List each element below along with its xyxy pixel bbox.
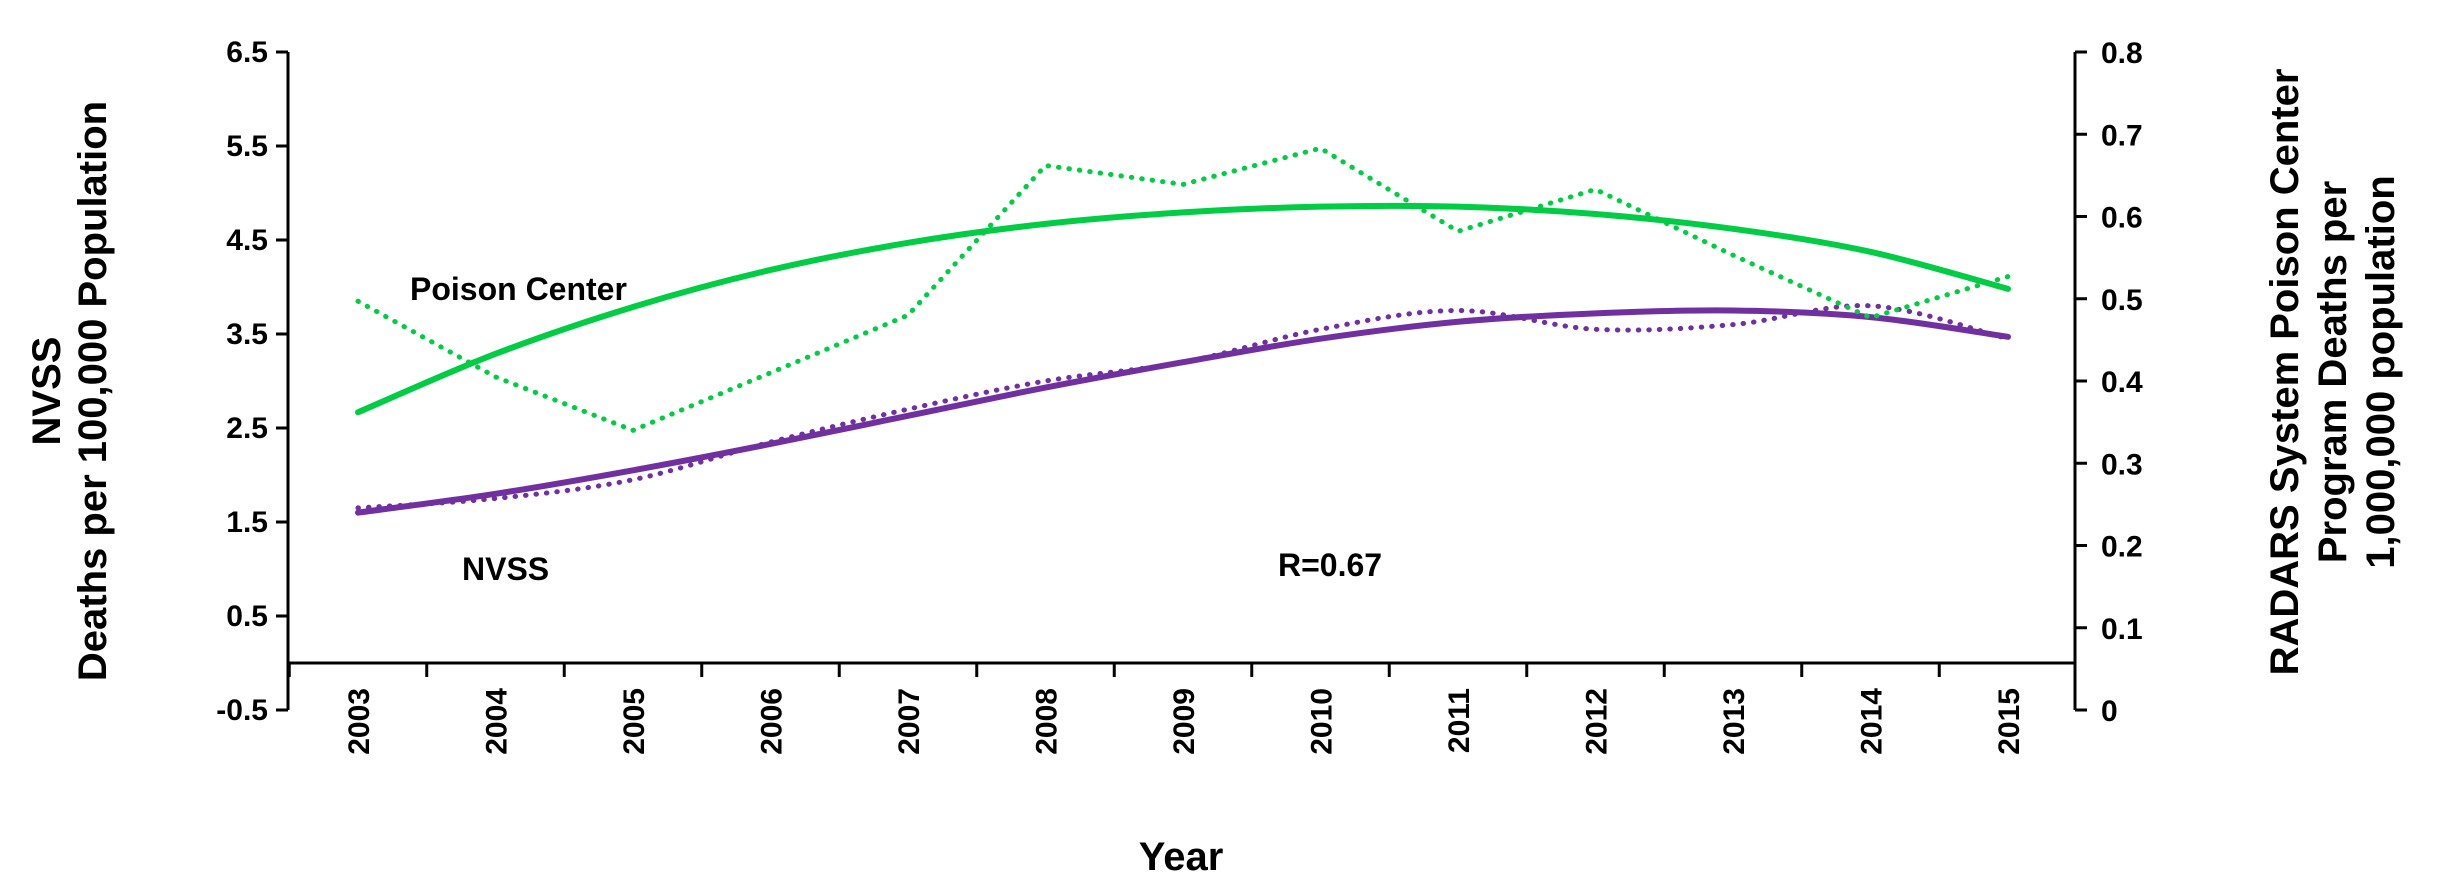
correlation-label: R=0.67 [1278,547,1382,583]
y-right-tick-label: 0.8 [2101,37,2143,70]
y-axis-right-ticks: 0.8 0.7 0.6 0.5 0.4 0.3 0.2 0.1 0 [2075,37,2143,728]
nvss-label: NVSS [462,551,549,587]
x-tick-label: 2009 [1168,688,1201,755]
x-axis-title: Year [1139,835,1224,876]
y-left-tick-label: 2.5 [226,412,268,445]
y-axis-left-ticks: 6.5 5.5 4.5 3.5 2.5 1.5 0.5 -0.5 [216,36,288,727]
x-axis-ticks: 2003 2004 2005 2006 2007 2008 2009 2010 2011 2012… [287,663,2026,755]
poison-center-data-line [355,145,2011,433]
plot-frame [286,52,2077,710]
poison-center-label: Poison Center [410,271,627,307]
y-axis-left-title: NVSS Deaths per 100,000 Population [25,101,115,681]
y-right-tick-label: 0.5 [2101,284,2143,317]
x-tick-label: 2006 [756,688,789,755]
y-axis-right-title: RADARS System Poison Center Program Deat… [2263,69,2403,676]
x-tick-label: 2010 [1306,688,1339,755]
y-right-tick-label: 0.3 [2101,448,2143,481]
poison-center-trend-line [355,202,2011,416]
y-left-tick-label: 4.5 [226,224,268,257]
y-right-tick-label: 0.6 [2101,202,2143,235]
y-left-tick-label: 0.5 [226,600,268,633]
x-tick-label: 2005 [618,688,651,755]
y-axis-right-title-line-3: 1,000,000 population [2359,175,2403,568]
y-axis-left-title-line-1: NVSS [25,337,69,446]
y-axis-left-title-line-2: Deaths per 100,000 Population [71,101,115,681]
x-tick-label: 2015 [1993,688,2026,755]
x-tick-label: 2004 [481,688,514,755]
x-tick-label: 2011 [1443,688,1476,753]
series-layer [355,145,2011,516]
y-right-tick-label: 0.4 [2101,366,2143,399]
y-right-tick-label: 0.1 [2101,613,2143,646]
x-tick-label: 2014 [1856,688,1889,755]
x-tick-label: 2007 [893,688,926,755]
y-left-tick-label: 6.5 [226,36,268,69]
x-tick-label: 2003 [343,688,376,755]
nvss-trend-line [355,307,2011,516]
y-axis-right-title-line-2: Program Deaths per [2311,181,2355,563]
x-tick-label: 2008 [1031,688,1064,755]
y-left-tick-label: 5.5 [226,130,268,163]
y-right-tick-label: 0.7 [2101,119,2143,152]
y-left-tick-label: 1.5 [226,506,268,539]
x-tick-label: 2013 [1718,688,1751,755]
y-left-tick-label: -0.5 [216,694,268,727]
y-axis-right-title-line-1: RADARS System Poison Center [2263,69,2307,676]
y-right-tick-label: 0 [2101,695,2118,728]
y-right-tick-label: 0.2 [2101,531,2143,564]
y-left-tick-label: 3.5 [226,318,268,351]
x-tick-label: 2012 [1581,688,1614,755]
